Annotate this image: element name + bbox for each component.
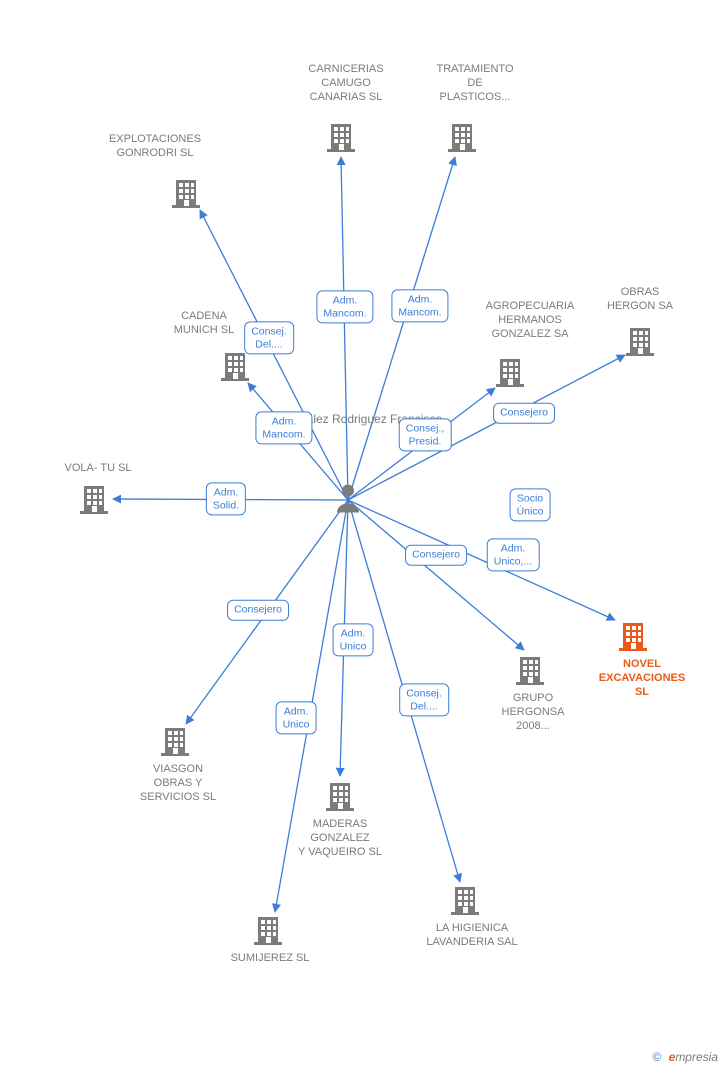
building-icon[interactable]: [516, 655, 544, 685]
node-label[interactable]: VOLA- TU SL: [64, 462, 131, 476]
edge-label: Adm. Mancom.: [255, 411, 312, 444]
edge-label: Consej., Presid.: [399, 418, 452, 451]
building-icon[interactable]: [254, 915, 282, 945]
node-label[interactable]: NOVEL EXCAVACIONES SL: [599, 658, 685, 699]
copyright-symbol: ©: [652, 1050, 661, 1064]
edge-label: Consejero: [493, 403, 555, 424]
building-icon[interactable]: [161, 726, 189, 756]
node-label[interactable]: EXPLOTACIONES GONRODRI SL: [109, 133, 201, 161]
edge-label: Adm. Mancom.: [316, 290, 373, 323]
node-label[interactable]: TRATAMIENTO DE PLASTICOS...: [437, 63, 514, 104]
person-icon: [335, 483, 361, 518]
building-icon[interactable]: [619, 621, 647, 651]
edge: [348, 500, 524, 650]
edge-label: Socio Único: [510, 488, 551, 521]
building-icon[interactable]: [221, 351, 249, 381]
edge: [348, 500, 615, 620]
edge-label: Consej. Del....: [399, 683, 449, 716]
building-icon[interactable]: [451, 885, 479, 915]
building-icon[interactable]: [326, 781, 354, 811]
building-icon[interactable]: [327, 122, 355, 152]
building-icon[interactable]: [448, 122, 476, 152]
copyright: © empresia: [652, 1050, 718, 1064]
edge-label: Adm. Unico: [333, 623, 374, 656]
building-icon[interactable]: [172, 178, 200, 208]
edge: [341, 157, 348, 500]
node-label[interactable]: CARNICERIAS CAMUGO CANARIAS SL: [308, 63, 383, 104]
node-label[interactable]: LA HIGIENICA LAVANDERIA SAL: [426, 922, 517, 950]
edge-label: Adm. Mancom.: [391, 289, 448, 322]
node-label[interactable]: MADERAS GONZALEZ Y VAQUEIRO SL: [298, 818, 382, 859]
node-label[interactable]: CADENA MUNICH SL: [174, 310, 235, 338]
node-label[interactable]: AGROPECUARIA HERMANOS GONZALEZ SA: [486, 300, 575, 341]
building-icon[interactable]: [496, 357, 524, 387]
edge-label: Consejero: [227, 600, 289, 621]
brand-rest: mpresia: [675, 1050, 718, 1064]
node-label[interactable]: VIASGON OBRAS Y SERVICIOS SL: [140, 763, 216, 804]
node-label[interactable]: SUMIJEREZ SL: [231, 952, 310, 966]
edge-label: Adm. Unico: [276, 701, 317, 734]
building-icon[interactable]: [626, 326, 654, 356]
edge-label: Adm. Unico,...: [487, 538, 540, 571]
edge-label: Consejero: [405, 545, 467, 566]
building-icon[interactable]: [80, 484, 108, 514]
edge-label: Consej. Del....: [244, 321, 294, 354]
edge-label: Adm. Solid.: [206, 482, 246, 515]
node-label[interactable]: OBRAS HERGON SA: [607, 286, 673, 314]
graph-canvas: [0, 0, 728, 1070]
node-label[interactable]: GRUPO HERGONSA 2008...: [502, 692, 565, 733]
